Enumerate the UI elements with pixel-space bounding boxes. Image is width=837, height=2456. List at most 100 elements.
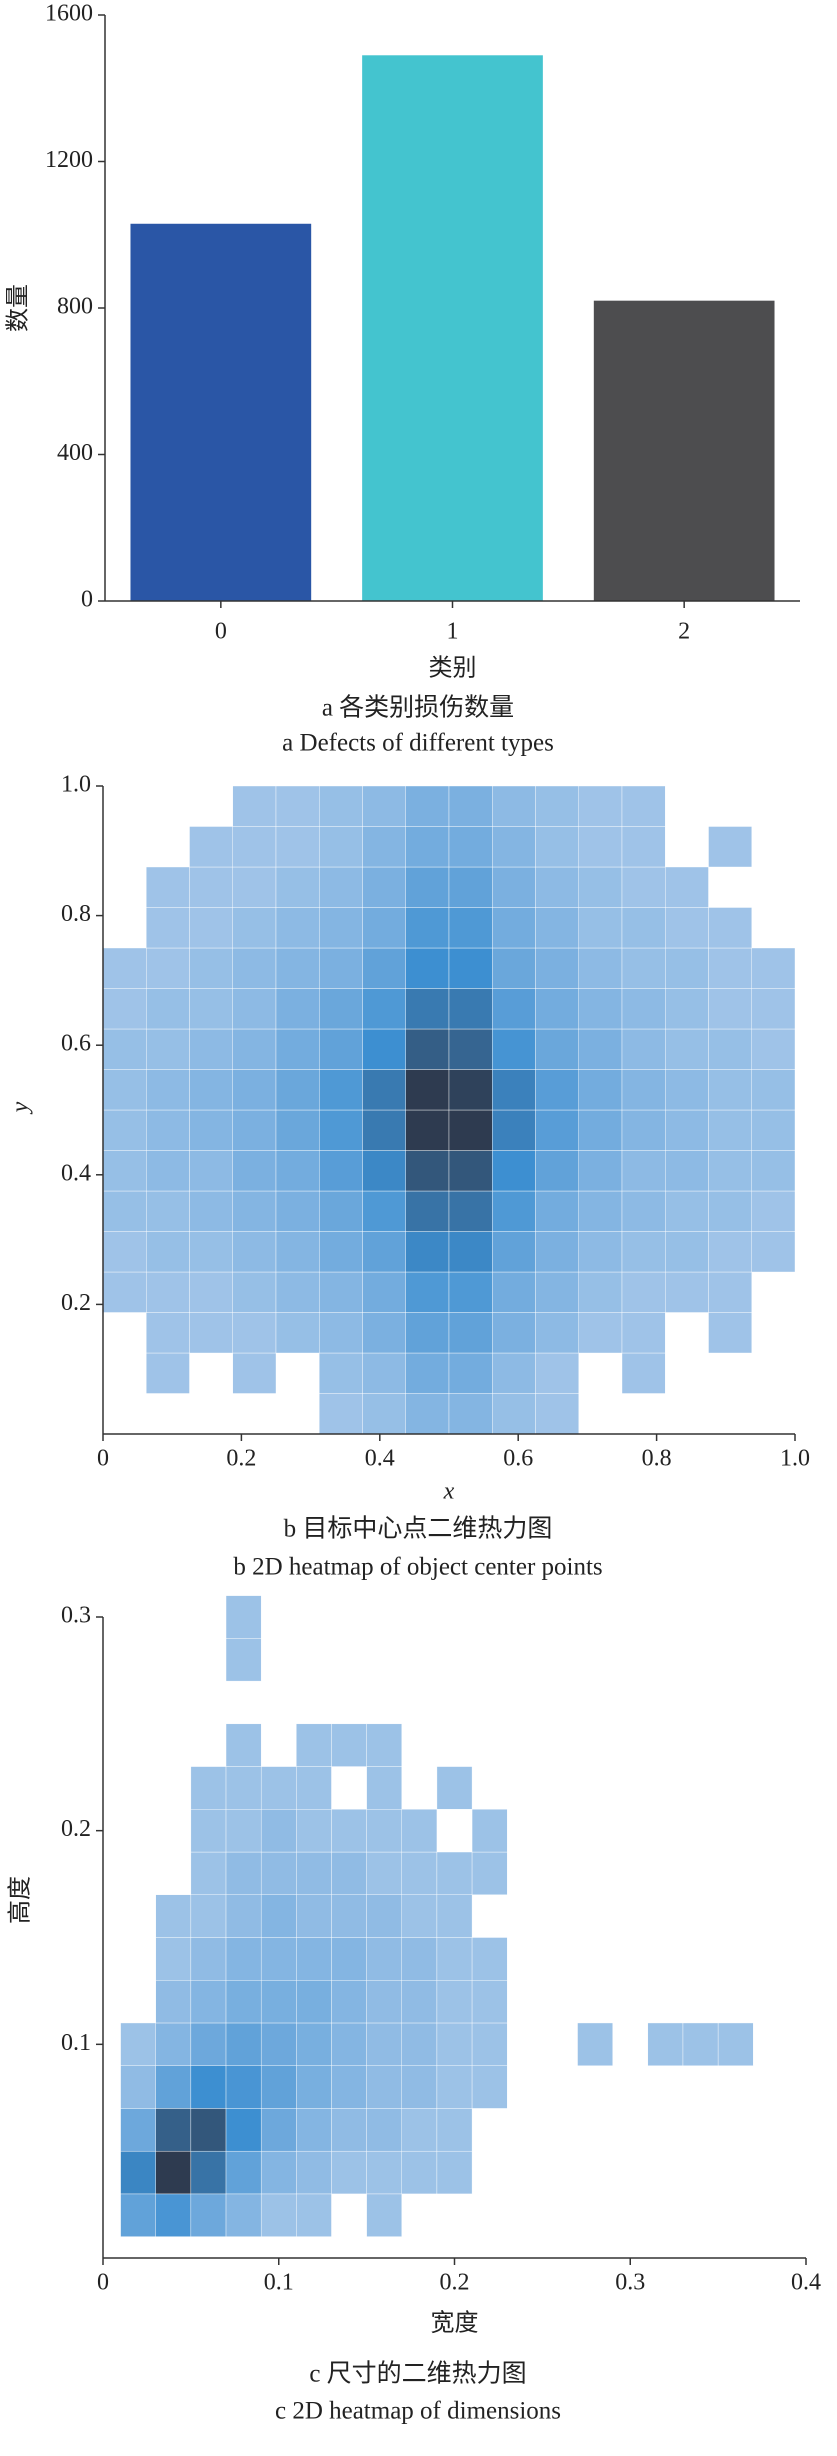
heat-cell — [683, 2108, 718, 2151]
heat-cell — [275, 988, 320, 1030]
heat-cell — [190, 1980, 227, 2024]
heat-cell — [665, 786, 708, 827]
heat-cell — [102, 1231, 147, 1273]
y-tick-label: 800 — [57, 294, 93, 320]
heat-cell — [437, 1724, 472, 1767]
heat-cell — [621, 1069, 666, 1111]
heat-cell — [718, 1938, 753, 1981]
heat-cell — [402, 1681, 437, 1724]
heat-cell — [102, 1069, 147, 1111]
heat-cell — [472, 1767, 507, 1810]
heat-cell — [665, 1353, 708, 1394]
heat-cell — [648, 1724, 683, 1767]
heat-cell — [102, 988, 147, 1030]
heat-cell — [275, 1069, 320, 1111]
heat-cell — [471, 1937, 508, 1981]
heat-cell — [367, 1596, 402, 1639]
heat-cell — [535, 1312, 579, 1354]
heat-cell — [189, 1069, 233, 1111]
heat-cell — [156, 1852, 191, 1895]
heat-cell — [621, 1028, 666, 1070]
heat-cell — [648, 1980, 683, 2023]
heat-cell — [366, 1723, 402, 1767]
heat-cell — [232, 1352, 277, 1394]
heat-cell — [542, 1767, 577, 1810]
heat-cell — [753, 1681, 788, 1724]
heat-cell — [578, 1069, 623, 1111]
y-tick-label: 0.4 — [61, 1160, 91, 1186]
heat-cell — [492, 1271, 536, 1313]
heat-cell — [120, 2022, 156, 2066]
heat-cell — [366, 1894, 402, 1938]
heat-cell — [708, 1190, 752, 1232]
heat-cell — [190, 1851, 227, 1895]
heat-cell — [718, 2151, 753, 2194]
heat-cell — [471, 1851, 508, 1895]
heat-cell — [331, 1723, 367, 1767]
heat-cell — [155, 1980, 192, 2024]
heat-cell — [709, 867, 752, 908]
heat-cell — [261, 1638, 296, 1681]
heat-cell — [578, 866, 623, 908]
heat-cell — [232, 1150, 277, 1192]
heat-cell — [753, 2066, 788, 2109]
heat-cell — [648, 2108, 683, 2151]
heat-cell — [260, 2150, 297, 2195]
heat-cell — [437, 2194, 472, 2237]
heat-cell — [718, 1767, 753, 1810]
heat-cell — [578, 1852, 613, 1895]
heat-cell — [190, 786, 233, 827]
heat-cell — [189, 1231, 233, 1273]
y-tick-label: 0 — [81, 587, 93, 613]
heat-cell — [155, 2150, 192, 2195]
heat-cell — [613, 2194, 648, 2237]
heat-cell — [682, 2022, 719, 2066]
x-tick-label: 0 — [215, 619, 227, 645]
heat-cell — [319, 866, 363, 908]
heat-cell — [492, 866, 536, 908]
heat-cell — [402, 2194, 437, 2237]
heat-cell — [613, 1980, 648, 2023]
heat-cell — [535, 947, 579, 989]
heat-cell — [578, 1312, 623, 1354]
heat-cell — [260, 2065, 297, 2109]
heat-cell — [191, 1724, 226, 1767]
heat-cell — [492, 1028, 536, 1070]
heat-cell — [405, 866, 450, 908]
heat-cell — [405, 1352, 450, 1394]
x-tick-label: 0.4 — [365, 1446, 395, 1472]
heat-cell — [535, 826, 579, 868]
heat-cell — [275, 1028, 320, 1070]
x-tick-label: 0.1 — [264, 2270, 294, 2296]
x-axis-label: 类别 — [429, 655, 477, 682]
heat-cell — [232, 826, 277, 868]
heat-cell — [613, 1681, 648, 1724]
heat-cell — [190, 2150, 227, 2195]
heat-cell — [718, 2194, 753, 2237]
heat-cell — [275, 1109, 320, 1151]
heat-cell — [709, 1394, 752, 1435]
y-axis-label: 数量 — [5, 284, 32, 332]
heat-cell — [448, 1190, 493, 1232]
heat-cell — [751, 947, 796, 989]
heat-cell — [613, 1895, 648, 1938]
heat-cell — [448, 907, 493, 949]
heat-cell — [225, 1937, 262, 1981]
heat-cell — [296, 1980, 332, 2024]
heat-cell — [319, 1190, 363, 1232]
heat-cell — [405, 785, 450, 827]
heat-cell — [103, 867, 146, 908]
heat-cell — [232, 988, 277, 1030]
heat-cell — [577, 2022, 613, 2066]
heat-cell — [261, 1681, 296, 1724]
heat-cell — [578, 826, 623, 868]
heat-cell — [436, 2065, 473, 2109]
heat-cell — [146, 1231, 190, 1273]
heat-cell — [121, 1681, 156, 1724]
heat-cell — [146, 947, 190, 989]
heat-cell — [331, 1596, 366, 1639]
heat-cell — [507, 1852, 542, 1895]
heat-cell — [648, 1638, 683, 1681]
heat-cell — [120, 2065, 156, 2109]
heat-cell — [275, 1271, 320, 1313]
